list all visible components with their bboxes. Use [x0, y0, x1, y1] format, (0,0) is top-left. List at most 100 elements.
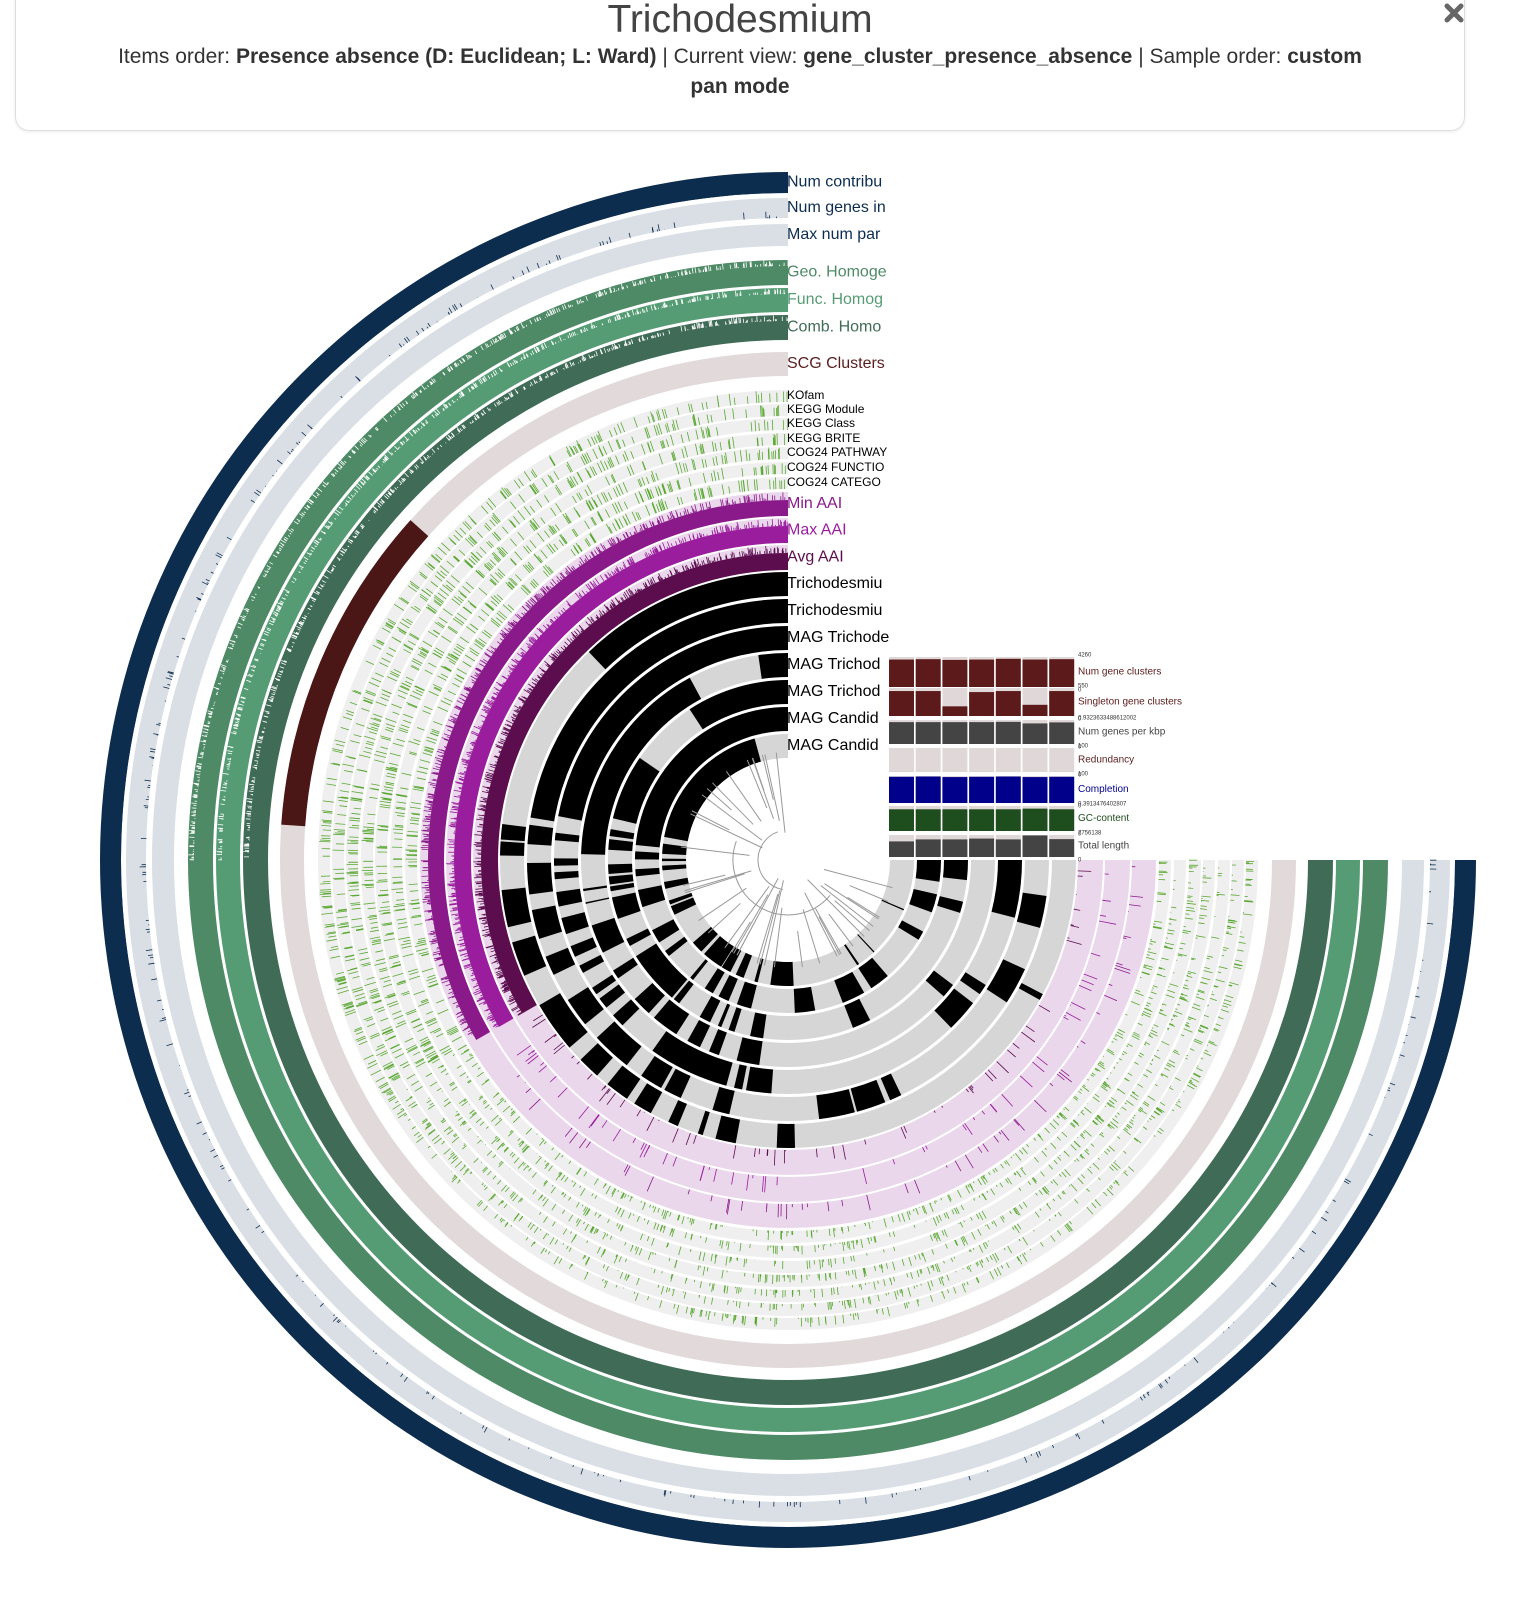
layer-label: Max num par: [787, 226, 881, 243]
bar-label: Num gene clusters: [1078, 667, 1161, 678]
bar: [995, 809, 1021, 831]
sample-label: MAG Candid: [787, 737, 879, 754]
bar-label: Num genes per kbp: [1078, 727, 1166, 738]
bar: [1049, 722, 1075, 744]
layer-label: Min AAI: [787, 495, 842, 512]
bar: [915, 722, 941, 744]
bar: [1022, 777, 1048, 803]
bar: [995, 721, 1021, 744]
bar: [969, 659, 995, 687]
ring: [428, 500, 788, 1040]
ring-texture: [319, 391, 1255, 1328]
layer-label: KEGG Module: [787, 402, 865, 416]
bar: [1022, 835, 1048, 857]
bar: [1049, 809, 1075, 831]
axis-max: 100: [1078, 772, 1089, 778]
bar: [1022, 659, 1048, 687]
bar: [942, 722, 968, 744]
bar: [1049, 691, 1075, 716]
ring-texture: [332, 405, 1240, 1311]
bar: [969, 809, 995, 831]
ring-texture: [516, 873, 1117, 1193]
sample-label: MAG Trichod: [787, 683, 880, 700]
bar-bg: [1022, 748, 1048, 772]
bar: [889, 841, 914, 857]
ring: [454, 526, 788, 1027]
ring-texture: [405, 477, 1168, 1241]
bar-bg: [1049, 748, 1075, 772]
layer-label: KEGG Class: [787, 416, 855, 430]
dendrogram: [680, 752, 893, 968]
sample-label: MAG Trichode: [787, 629, 889, 646]
bar-label: Completion: [1078, 784, 1129, 795]
layer-label: Num genes in: [787, 199, 886, 216]
scg-segment: [281, 520, 429, 827]
axis-max: 0.9323633488612002: [1078, 716, 1137, 722]
layer-label: COG24 PATHWAY: [787, 445, 887, 459]
value: custom: [1287, 45, 1362, 68]
bar: [1049, 776, 1075, 803]
bar: [969, 838, 995, 857]
bar: [969, 692, 995, 716]
header: Trichodesmium Items order: Presence abse…: [15, 0, 1465, 131]
bar-bg: [995, 748, 1021, 772]
bar: [889, 722, 914, 744]
ring: [480, 553, 788, 1014]
layer-label: Geo. Homoge: [787, 264, 887, 281]
bar: [915, 776, 941, 803]
bar: [889, 809, 914, 831]
bar: [995, 839, 1021, 857]
bar: [942, 809, 968, 831]
layer-label: KEGG BRITE: [787, 431, 860, 445]
bar: [889, 659, 914, 687]
bar: [1022, 704, 1048, 716]
bar-label: Total length: [1078, 841, 1129, 852]
ring-texture: [376, 447, 1199, 1270]
bar: [889, 691, 914, 716]
layer-label: COG24 CATEGO: [787, 475, 881, 489]
bar: [915, 659, 941, 687]
label: Items order:: [118, 45, 231, 68]
sample-label: MAG Candid: [787, 710, 879, 727]
label: | Current view:: [662, 45, 798, 68]
ring-texture: [216, 288, 786, 861]
bar: [969, 771, 995, 772]
ring-texture: [516, 866, 1144, 1220]
ring-texture: [346, 419, 1225, 1299]
axis-max: 4260: [1078, 653, 1092, 659]
layer-label: Num contribu: [787, 174, 882, 191]
ring-texture: [391, 463, 1177, 1255]
sample-label: Trichodesmiu: [787, 602, 882, 619]
ring-texture: [188, 260, 789, 861]
layer-label: SCG Clusters: [787, 355, 885, 372]
layer-label: COG24 FUNCTIO: [787, 460, 884, 474]
axis-min: 0: [1078, 773, 1082, 779]
layer-label: Avg AAI: [787, 549, 844, 566]
bar: [995, 658, 1021, 687]
bar-label: GC-content: [1078, 813, 1129, 824]
bar: [915, 839, 941, 857]
bar-label: Redundancy: [1078, 755, 1134, 766]
ring-texture: [532, 870, 1092, 1166]
bar: [942, 839, 968, 857]
mode: pan mode: [690, 75, 790, 98]
layer-label: Comb. Homo: [787, 319, 881, 336]
bar: [995, 776, 1021, 803]
ring-texture: [420, 492, 786, 1037]
axis-min: 0: [1078, 745, 1082, 751]
bar-bg: [915, 748, 941, 772]
sample-label: Trichodesmiu: [787, 575, 882, 592]
ring-texture: [473, 545, 789, 1016]
bar: [969, 776, 995, 803]
bar: [942, 706, 968, 716]
axis-min: 0: [1078, 688, 1082, 694]
bar: [1049, 839, 1075, 857]
bar-bg: [942, 748, 968, 772]
close-button[interactable]: [1443, 2, 1465, 24]
axis-min: 0: [1078, 804, 1082, 810]
ring-texture: [446, 519, 789, 1028]
bar-bg: [969, 748, 995, 772]
value: Presence absence (D: Euclidean; L: Ward): [235, 45, 657, 68]
